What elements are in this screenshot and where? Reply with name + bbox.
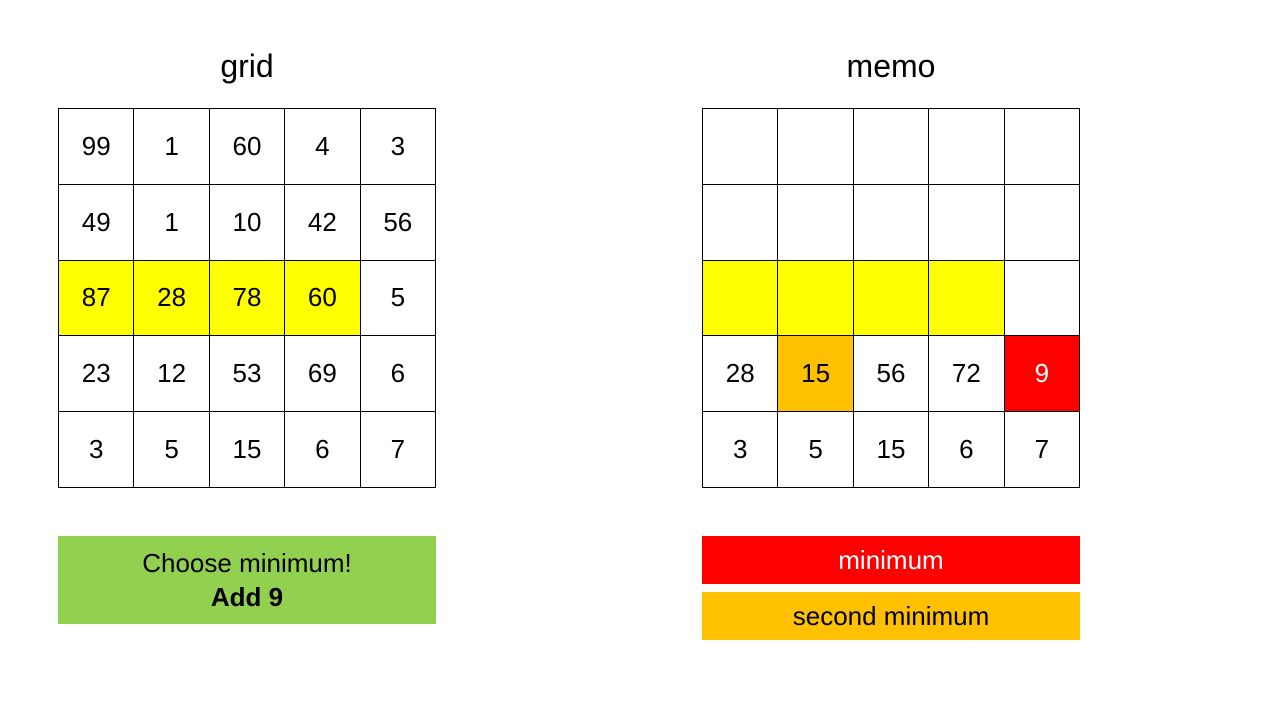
- grid-cell: 78: [209, 260, 286, 337]
- action-instruction: Choose minimum!: [142, 548, 352, 578]
- memo-cell: [929, 260, 1005, 337]
- grid-title: grid: [220, 48, 274, 84]
- memo-cell: [703, 260, 779, 337]
- memo-cell: 5: [778, 412, 854, 488]
- grid-cell: 99: [59, 109, 135, 185]
- memo-cell: [778, 184, 854, 261]
- memo-cell: [853, 260, 930, 337]
- memo-cell: 72: [929, 336, 1005, 413]
- grid-cell: 15: [209, 412, 286, 488]
- memo-cell: 15: [853, 412, 930, 488]
- grid-cell: 7: [360, 412, 436, 488]
- memo-cell: 6: [929, 412, 1005, 488]
- grid-cell: 87: [59, 260, 135, 337]
- grid-cell: 3: [59, 412, 135, 488]
- grid-cell: 5: [360, 260, 436, 337]
- memo-cell: 9: [1004, 336, 1080, 413]
- memo-cell: [703, 109, 779, 185]
- grid-cell: 3: [360, 109, 436, 185]
- grid-cell: 4: [285, 109, 361, 185]
- memo-cell: [929, 184, 1005, 261]
- memo-cell: [703, 184, 779, 261]
- grid-cell: 12: [134, 336, 210, 413]
- memo-cell: [1004, 260, 1080, 337]
- grid-table: 99 1 60 4 3 49 1 10 42 56 87 28 78 60 5 …: [58, 108, 436, 488]
- grid-cell: 1: [134, 109, 210, 185]
- grid-cell: 56: [360, 184, 436, 261]
- grid-cell: 69: [285, 336, 361, 413]
- memo-table: 28 15 56 72 9 3 5 15 6 7: [702, 108, 1080, 488]
- legend-minimum-label: minimum: [838, 544, 944, 575]
- grid-cell: 49: [59, 184, 135, 261]
- memo-cell: 28: [703, 336, 779, 413]
- memo-cell: [853, 109, 930, 185]
- legend-second-minimum: second minimum: [702, 592, 1080, 640]
- action-box: Choose minimum! Add 9: [58, 536, 436, 624]
- grid-cell: 6: [360, 336, 436, 413]
- memo-cell: 3: [703, 412, 779, 488]
- legend-second-minimum-label: second minimum: [792, 600, 990, 631]
- memo-title: memo: [846, 48, 936, 84]
- memo-cell: [929, 109, 1005, 185]
- grid-cell: 5: [134, 412, 210, 488]
- grid-cell: 1: [134, 184, 210, 261]
- memo-cell: 56: [853, 336, 930, 413]
- action-add-value: Add 9: [210, 582, 284, 612]
- grid-cell: 53: [209, 336, 286, 413]
- memo-cell: 7: [1004, 412, 1080, 488]
- memo-cell: [778, 260, 854, 337]
- grid-cell: 60: [285, 260, 361, 337]
- memo-cell: [1004, 184, 1080, 261]
- memo-cell: [1004, 109, 1080, 185]
- legend-minimum: minimum: [702, 536, 1080, 584]
- grid-cell: 6: [285, 412, 361, 488]
- grid-cell: 23: [59, 336, 135, 413]
- memo-cell: [853, 184, 930, 261]
- grid-cell: 10: [209, 184, 286, 261]
- grid-cell: 60: [209, 109, 286, 185]
- grid-cell: 42: [285, 184, 361, 261]
- memo-cell: [778, 109, 854, 185]
- grid-cell: 28: [134, 260, 210, 337]
- memo-cell: 15: [778, 336, 854, 413]
